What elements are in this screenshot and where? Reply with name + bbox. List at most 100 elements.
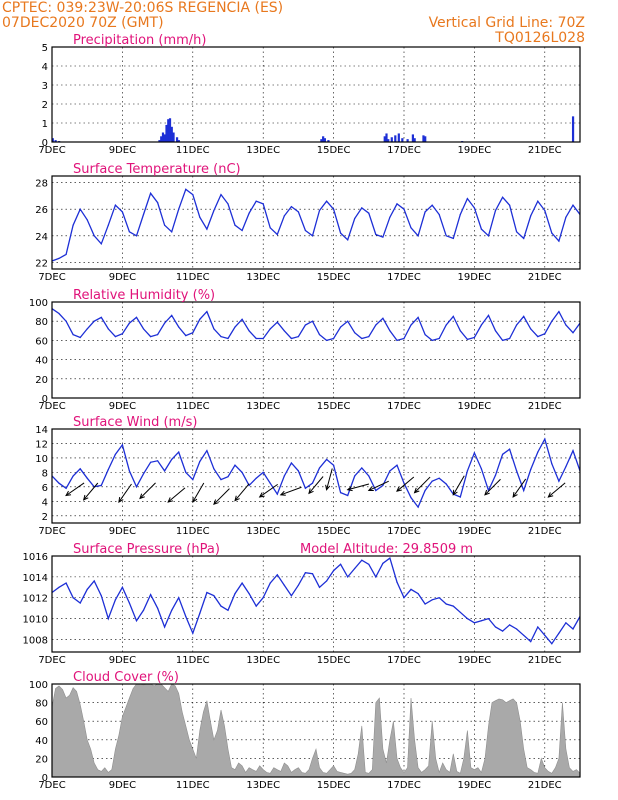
precipitation-bar: [168, 118, 172, 142]
vertical-grid-line-text: Vertical Grid Line: 70Z: [429, 15, 585, 31]
data-point: [192, 479, 194, 481]
x-tick-label: 21DEC: [528, 272, 562, 283]
panel-frame: [51, 683, 581, 778]
data-point: [417, 593, 419, 595]
data-point: [248, 330, 250, 332]
data-point: [241, 471, 243, 473]
data-point: [431, 204, 433, 206]
x-tick-label: 9DEC: [109, 655, 136, 666]
data-point: [241, 229, 243, 232]
data-point: [333, 208, 335, 210]
panel-frame: [51, 555, 581, 653]
data-point: [269, 482, 271, 484]
data-point: [297, 584, 299, 586]
y-tick-label: 14: [35, 425, 48, 436]
data-point: [114, 453, 116, 455]
data-point: [100, 316, 102, 318]
data-point: [572, 204, 574, 206]
data-point: [410, 227, 412, 229]
plot-area: [52, 308, 580, 342]
data-point: [375, 576, 377, 578]
wind-arrow-head: [452, 489, 458, 496]
data-point: [523, 489, 525, 492]
data-point: [438, 597, 440, 599]
wind-arrow-shaft: [396, 476, 415, 492]
data-point: [304, 572, 306, 574]
data-point: [290, 206, 292, 208]
plot-area: [52, 116, 575, 142]
model-id-text: TQ0126L028: [494, 30, 585, 46]
wind-arrow-shaft: [118, 483, 132, 503]
data-point: [558, 240, 560, 242]
data-point: [326, 200, 328, 202]
station-info-text: CPTEC: 039:23W-20:06S REGENCIA (ES): [2, 0, 283, 16]
y-tick-label: 2: [42, 100, 48, 111]
data-point: [326, 339, 328, 341]
panel-title: Cloud Cover (%): [73, 670, 179, 685]
data-point: [185, 471, 187, 473]
data-point: [128, 602, 130, 604]
precipitation-bar: [165, 124, 168, 142]
x-tick-label: 19DEC: [458, 526, 492, 537]
cloud-cover-area: [52, 684, 580, 777]
precipitation-bar: [177, 140, 180, 142]
data-point: [537, 451, 539, 453]
data-point: [410, 497, 412, 499]
data-point: [347, 494, 349, 497]
data-point: [65, 582, 67, 584]
data-point: [396, 339, 398, 341]
data-point: [396, 203, 398, 205]
data-point: [107, 618, 109, 620]
data-point: [480, 228, 482, 230]
wind-arrow-head: [396, 486, 402, 492]
x-tick-label: 19DEC: [458, 655, 492, 666]
precipitation-bar: [413, 138, 416, 142]
x-tick-label: 7DEC: [38, 655, 65, 666]
data-point: [318, 467, 321, 469]
data-point: [403, 597, 405, 599]
wind-arrow-shaft: [452, 475, 465, 496]
y-tick-label: 10: [35, 454, 48, 465]
data-point: [551, 643, 553, 645]
data-point: [452, 237, 454, 239]
wind-arrow-shaft: [308, 476, 324, 494]
wind-arrow-shaft: [484, 478, 501, 496]
y-tick-label: 60: [35, 336, 48, 347]
x-tick-label: 19DEC: [458, 145, 492, 156]
data-point: [347, 320, 349, 322]
wind-arrow: [413, 476, 431, 494]
panel-title: Surface Pressure (hPa): [73, 542, 220, 557]
data-point: [72, 597, 74, 599]
data-point: [523, 237, 525, 239]
data-point: [544, 333, 546, 335]
data-point: [333, 337, 335, 340]
wind-arrow: [234, 483, 250, 502]
y-tick-label: 100: [29, 298, 48, 309]
x-tick-label: 19DEC: [458, 401, 492, 412]
x-tick-label: 11DEC: [176, 655, 210, 666]
data-point: [551, 232, 553, 234]
data-point: [100, 484, 102, 486]
data-point: [185, 335, 187, 337]
precipitation-bar: [327, 140, 330, 142]
data-point: [354, 567, 356, 570]
precipitation-bar: [161, 132, 165, 142]
data-point: [473, 336, 475, 339]
wind-arrow-shaft: [213, 488, 230, 505]
precipitation-bar: [175, 137, 179, 142]
data-point: [565, 216, 567, 218]
data-point: [480, 468, 482, 470]
data-point: [382, 484, 384, 486]
data-point: [382, 317, 384, 319]
wind-arrow-shaft: [65, 482, 85, 496]
x-tick-label: 15DEC: [317, 145, 351, 156]
data-point: [206, 450, 208, 452]
x-tick-label: 13DEC: [246, 655, 280, 666]
data-point: [269, 328, 271, 330]
data-point: [178, 208, 180, 210]
data-point: [262, 203, 264, 205]
y-tick-label: 0: [42, 773, 48, 784]
wind-arrow-shaft: [347, 483, 370, 491]
y-tick-label: 60: [35, 717, 48, 728]
data-point: [389, 470, 391, 472]
